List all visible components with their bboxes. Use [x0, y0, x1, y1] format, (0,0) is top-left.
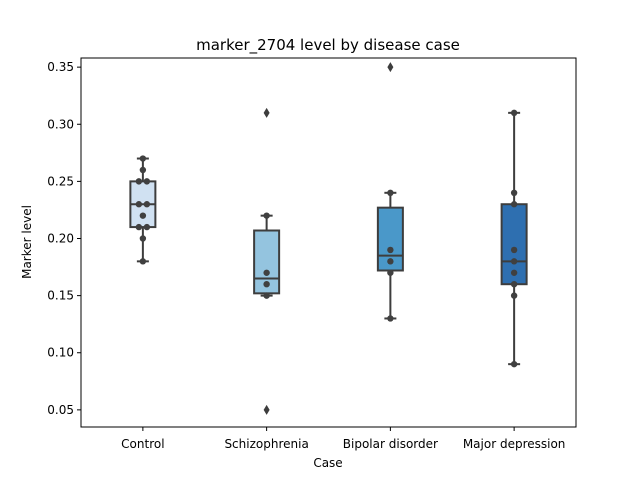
data-point — [510, 292, 518, 299]
box-group-bipolar-disorder — [376, 62, 404, 322]
y-tick-label: 0.15 — [47, 289, 74, 303]
y-tick-label: 0.10 — [47, 346, 74, 360]
chart-title: marker_2704 level by disease case — [196, 36, 460, 55]
y-axis: 0.05 0.10 0.15 0.20 0.25 0.30 0.35 — [47, 60, 81, 417]
data-point — [143, 201, 151, 208]
x-tick-label: Major depression — [463, 437, 566, 451]
data-point — [510, 360, 518, 368]
outlier-marker — [387, 62, 394, 73]
y-tick-label: 0.20 — [47, 232, 74, 246]
plot-area — [80, 57, 577, 428]
data-point — [143, 223, 151, 231]
y-axis-label: Marker level — [20, 205, 34, 279]
x-tick-label: Bipolar disorder — [343, 437, 438, 451]
x-axis-label: Case — [313, 456, 342, 470]
data-point — [139, 166, 147, 174]
data-point — [387, 269, 394, 276]
data-point — [510, 269, 518, 276]
outlier-marker — [263, 107, 270, 118]
data-point — [263, 212, 270, 219]
y-tick-label: 0.25 — [47, 174, 74, 188]
data-point — [263, 280, 270, 288]
y-tick-label: 0.35 — [47, 60, 74, 74]
data-point — [135, 223, 143, 231]
data-point — [510, 189, 518, 197]
data-point — [510, 258, 518, 265]
box-iqr — [253, 229, 281, 295]
data-point — [139, 235, 147, 242]
x-axis: Control Schizophrenia Bipolar disorder Majo… — [121, 427, 565, 451]
data-point — [139, 258, 147, 265]
outlier-marker — [263, 404, 270, 415]
x-tick-label: Control — [121, 437, 164, 451]
y-tick-label: 0.30 — [47, 117, 74, 131]
data-point — [387, 246, 394, 254]
data-point — [143, 178, 151, 185]
data-point — [510, 201, 518, 208]
data-point — [139, 155, 147, 162]
x-tick-label: Schizophrenia — [224, 437, 308, 451]
data-point — [139, 212, 147, 219]
y-tick-label: 0.05 — [47, 403, 74, 417]
data-point — [135, 178, 143, 185]
data-point — [510, 280, 518, 288]
box-series — [129, 62, 528, 415]
data-point — [135, 201, 143, 208]
data-point — [387, 315, 394, 322]
box-group-schizophrenia — [253, 107, 281, 415]
data-point — [510, 246, 518, 254]
data-point — [263, 269, 270, 276]
data-point — [263, 292, 270, 299]
box-group-control — [129, 155, 157, 265]
data-point — [510, 109, 518, 117]
box-group-major-depression — [500, 109, 528, 368]
data-point — [387, 189, 394, 197]
data-point — [387, 258, 394, 265]
